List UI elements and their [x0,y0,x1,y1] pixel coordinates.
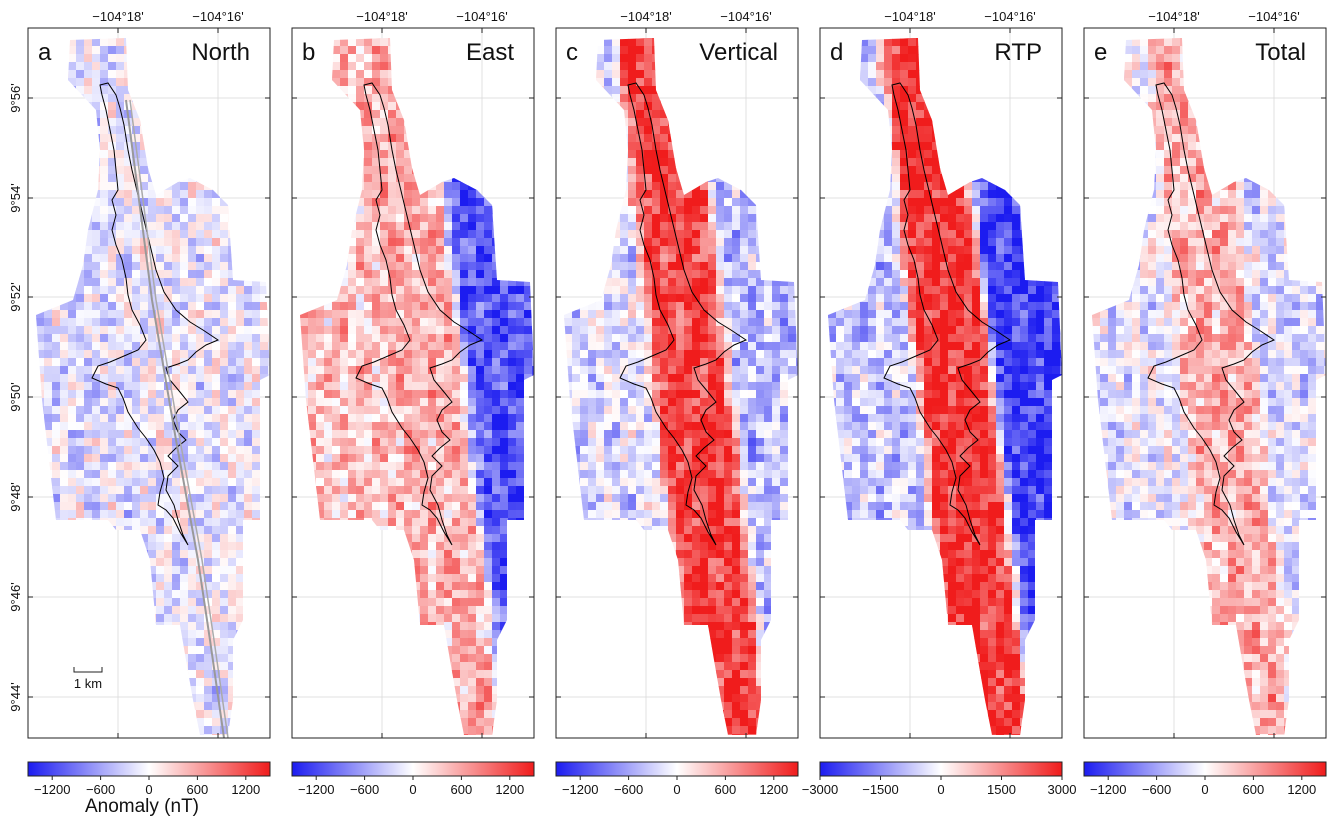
colorbar-gradient [28,762,270,776]
colorbar-tick-label: 0 [1201,782,1208,797]
lon-tick-label: −104°18' [92,9,143,24]
lon-tick-label: −104°16' [720,9,771,24]
lon-tick-label: −104°16' [192,9,243,24]
colorbar-gradient [556,762,798,776]
colorbar-tick-label: 600 [451,782,473,797]
colorbar-gradient [292,762,534,776]
lon-tick-label: −104°16' [984,9,1035,24]
lat-tick-label: 9°52' [8,282,23,311]
colorbar: −1200 −600 0 600 1200 [1084,762,1326,797]
colorbar-tick-label: 600 [1243,782,1265,797]
colorbar-tick-label: 600 [187,782,209,797]
colorbar-tick-label: −600 [1142,782,1171,797]
scale-bar: 1 km [74,667,102,691]
panel-letter: b [302,39,315,66]
panel-title: Vertical [699,39,778,66]
anomaly-field [556,30,805,743]
panel-title: East [466,39,514,66]
lat-tick-label: 9°48' [8,482,23,511]
lon-tick-label: −104°16' [456,9,507,24]
latitude-labels: 9°56' 9°54' 9°52' 9°50' 9°48' 9°46' 9°44' [8,83,23,711]
colorbar-tick-label: −1200 [34,782,71,797]
lat-tick-label: 9°56' [8,83,23,112]
colorbar-tick-label: −1200 [562,782,599,797]
panel-title: RTP [994,39,1042,66]
colorbar: −3000 −1500 0 1500 3000 [802,762,1077,797]
lat-tick-label: 9°44' [8,682,23,711]
colorbar-gradient [1084,762,1326,776]
colorbar-gradient [820,762,1062,776]
colorbar-tick-label: −1200 [298,782,335,797]
panel-b: −104°18' −104°16' b East −1200 −600 0 600 1200 [292,9,541,797]
anomaly-field [28,30,277,743]
colorbar-tick-label: 1200 [495,782,524,797]
colorbar-tick-label: 1500 [987,782,1016,797]
anomaly-field [292,30,541,743]
colorbar-tick-label: −600 [350,782,379,797]
colorbar-title: Anomaly (nT) [85,796,199,817]
lon-tick-label: −104°18' [884,9,935,24]
anomaly-field [1084,30,1329,743]
colorbar-tick-label: 600 [715,782,737,797]
panel-letter: d [830,39,843,66]
colorbar-tick-label: −1500 [862,782,899,797]
panel-title: North [191,39,250,66]
colorbar-tick-label: 1200 [759,782,788,797]
colorbar: −1200 −600 0 600 1200 [292,762,534,797]
panel-letter: a [38,39,52,66]
anomaly-field [820,30,1069,743]
lat-tick-label: 9°46' [8,582,23,611]
lon-tick-label: −104°18' [356,9,407,24]
colorbar-tick-label: 1200 [1287,782,1316,797]
lon-tick-label: −104°18' [1148,9,1199,24]
colorbar-tick-label: −3000 [802,782,839,797]
colorbar-tick-label: 0 [937,782,944,797]
lat-tick-label: 9°54' [8,183,23,212]
scale-bar-label: 1 km [74,676,102,691]
panel-letter: c [566,39,578,66]
colorbar-tick-label: −1200 [1090,782,1127,797]
lon-tick-label: −104°16' [1248,9,1299,24]
lon-tick-label: −104°18' [620,9,671,24]
colorbar-tick-label: 3000 [1048,782,1077,797]
colorbar-tick-label: −600 [86,782,115,797]
colorbar-tick-label: 1200 [231,782,260,797]
colorbar-tick-label: 0 [145,782,152,797]
panel-letter: e [1094,39,1107,66]
panel-d: −104°18' −104°16' d RTP −3000 −1500 0 1500 3000 [802,9,1077,797]
colorbar-tick-label: −600 [614,782,643,797]
panel-e: −104°18' −104°16' e Total −1200 −600 0 600 1200 [1084,9,1329,797]
panel-a: −104°18' −104°16' a North −1200 −600 0 600 1200 [28,9,277,797]
colorbar-tick-label: 0 [673,782,680,797]
colorbar: −1200 −600 0 600 1200 [28,762,270,797]
lat-tick-label: 9°50' [8,382,23,411]
colorbar: −1200 −600 0 600 1200 [556,762,798,797]
colorbar-tick-label: 0 [409,782,416,797]
panel-c: −104°18' −104°16' c Vertical −1200 −600 0 600 12… [556,9,805,797]
panel-title: Total [1255,39,1306,66]
